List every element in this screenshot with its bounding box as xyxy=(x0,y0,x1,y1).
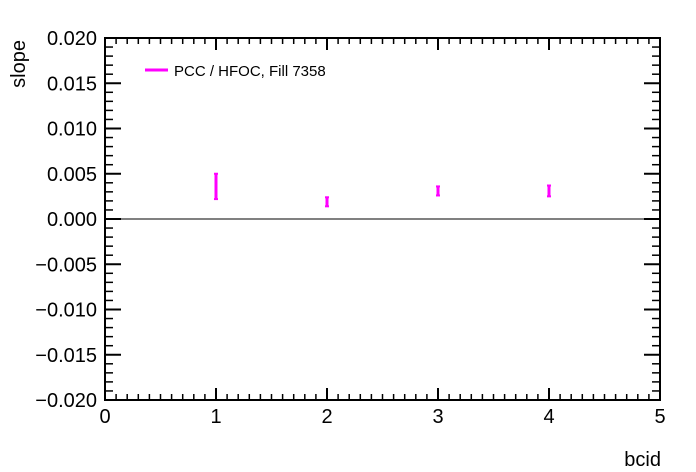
x-tick-label: 0 xyxy=(99,406,110,428)
legend: PCC / HFOC, Fill 7358 xyxy=(145,63,326,80)
y-axis-title: slope xyxy=(8,40,30,88)
axis-tick-labels: 0 1 2 3 4 5 0.020 0.015 0.010 0.005 0.000 −0.005 −0.… xyxy=(35,28,665,428)
y-tick-label: −0.020 xyxy=(35,390,97,412)
data-point xyxy=(325,196,329,208)
point-marker xyxy=(325,200,329,204)
x-tick-label: 4 xyxy=(543,406,554,428)
data-points xyxy=(214,172,551,208)
data-point xyxy=(436,185,440,197)
y-tick-label: 0.020 xyxy=(47,28,97,50)
y-tick-label: −0.010 xyxy=(35,300,97,322)
x-tick-label: 5 xyxy=(654,406,665,428)
y-tick-label: 0.010 xyxy=(47,119,97,141)
y-tick-label: −0.015 xyxy=(35,345,97,367)
data-point xyxy=(214,172,218,201)
data-point xyxy=(547,184,551,198)
x-tick-label: 1 xyxy=(210,406,221,428)
legend-label: PCC / HFOC, Fill 7358 xyxy=(174,63,326,80)
y-tick-label: 0.000 xyxy=(47,209,97,231)
x-tick-label: 3 xyxy=(432,406,443,428)
y-tick-label: 0.005 xyxy=(47,164,97,186)
y-tick-label: −0.005 xyxy=(35,254,97,276)
axis-ticks xyxy=(104,37,661,401)
point-marker xyxy=(436,189,440,193)
x-tick-label: 2 xyxy=(321,406,332,428)
point-marker xyxy=(547,189,551,193)
x-axis-title: bcid xyxy=(624,449,661,471)
point-marker xyxy=(214,184,218,188)
y-tick-label: 0.015 xyxy=(47,73,97,95)
